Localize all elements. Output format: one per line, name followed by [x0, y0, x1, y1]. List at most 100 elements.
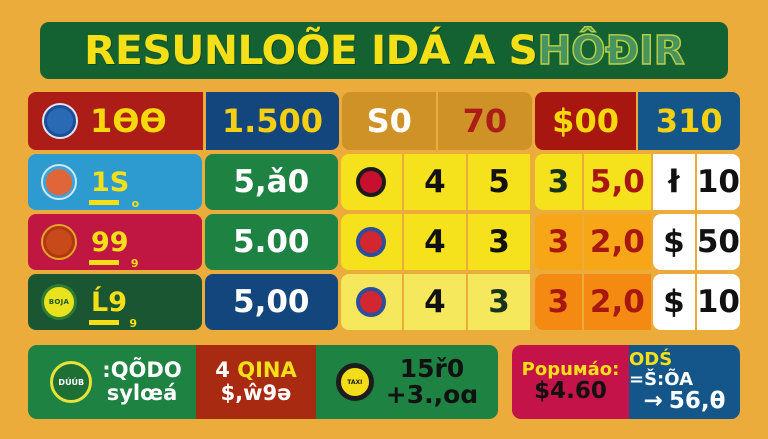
banner-title: RESUNLOÕE IDÁ A SHÔÐIR — [83, 27, 686, 74]
row-group-mid: 4 5 Š — [340, 154, 532, 210]
summary-seg5-text: ODŚ =Š:ÕA → 56,θ — [629, 350, 740, 414]
summary-seg2-line1: 4 QINA — [215, 358, 297, 383]
crest-circular-blue-icon — [41, 164, 77, 200]
banner-title-solid: RESUNLOÕE IDÁ A S — [83, 27, 538, 74]
summary-seg-populacao: Popuмáo: $4.60 — [512, 345, 629, 419]
header-cell-right-b: 310 — [638, 92, 741, 150]
row-mid-logo-cell — [340, 154, 402, 210]
summary-seg-sponsor: DÚÚВ :QÕDO sylœá — [28, 345, 196, 419]
underline-mark — [89, 199, 119, 205]
row-mid-logo-cell — [340, 214, 402, 270]
results-table: 1ϴϴ 1.500 S0 70 $00 310 1S o — [28, 92, 741, 330]
row-right-c: $ — [652, 214, 695, 270]
row-mid-a: 4 — [403, 154, 467, 210]
header-team-value: 1ϴϴ — [90, 102, 167, 140]
header-group-mid: S0 70 — [342, 92, 532, 150]
club-badge-icon — [356, 287, 387, 317]
header-banner: RESUNLOÕE IDÁ A SHÔÐIR — [40, 22, 728, 79]
row-group-score: 5,00 — [204, 274, 338, 330]
summary-seg-qina: 4 QINA $,ŵ9ə — [196, 345, 316, 419]
row-right-b: 5,0 — [583, 154, 651, 210]
row-team-sub: o — [131, 196, 140, 210]
header-group-team: 1ϴϴ — [28, 92, 203, 150]
header-cell-score: 1.500 — [205, 92, 340, 150]
crest-circular-red-icon — [41, 224, 77, 260]
table-row[interactable]: BOJA Ĺ99 5,00 4 3 9 3 2,0 $ 10 — [28, 274, 740, 330]
row-mid-b: 5 — [468, 154, 530, 210]
row-group-team: BOJA Ĺ9 9 — [28, 274, 202, 330]
summary-seg3-text: 15ř0 +3.,oɑ — [385, 355, 479, 409]
sponsor-crest-label: DÚÚВ — [58, 377, 85, 387]
row-right-c: $ — [652, 274, 695, 330]
row-mid-b: 3 — [468, 274, 530, 330]
row-team-number: Ĺ9 9 — [89, 286, 137, 330]
row-right-d: 50 — [696, 214, 740, 270]
summary-seg5-line2: → 56,θ — [643, 388, 726, 415]
row-group-mid: 4 3 ǧ — [340, 214, 532, 270]
crest-round-green-yellow-icon: BOJA — [41, 284, 77, 320]
row-group-team: 99 9 — [28, 214, 202, 270]
row-group-right: 3 2,0 $ 10 — [534, 274, 740, 330]
row-right-c: ł — [652, 154, 695, 210]
row-mid-a: 4 — [403, 274, 467, 330]
header-cell-mid-b: 70 — [438, 92, 532, 150]
row-mid-logo-cell — [340, 274, 402, 330]
row-group-right: 3 5,0 ł 10 — [534, 154, 740, 210]
summary-seg-ods: ODŚ =Š:ÕA → 56,θ — [629, 345, 740, 419]
row-mid-b: 3 — [468, 214, 530, 270]
row-right-a: 3 — [534, 274, 582, 330]
row-score-cell: 5.00 — [204, 214, 338, 270]
row-right-d: 10 — [696, 154, 740, 210]
row-mid-a: 4 — [403, 214, 467, 270]
row-score-cell: 5,ǎ0 — [204, 154, 338, 210]
crest-inner: BOJA — [46, 289, 72, 315]
row-group-score: 5,ǎ0 — [204, 154, 338, 210]
row-right-d: 10 — [696, 274, 740, 330]
club-badge-icon — [356, 167, 387, 197]
row-group-team: 1S o — [28, 154, 202, 210]
crest-shield-blue-icon — [42, 103, 78, 139]
underline-mark — [89, 319, 119, 325]
summary-seg4-line1: Popuмáo: — [521, 358, 620, 380]
row-team-number: 1S o — [89, 166, 140, 210]
row-group-mid: 4 3 9 — [340, 274, 532, 330]
header-group-right: $00 310 — [534, 92, 741, 150]
row-team-cell: 1S o — [28, 154, 202, 210]
underline-mark — [89, 259, 119, 265]
row-team-sub: 9 — [130, 256, 139, 270]
row-score-cell: 5,00 — [204, 274, 338, 330]
crest-inner — [47, 108, 73, 134]
summary-seg-taxi: TAXI 15ř0 +3.,oɑ — [316, 345, 498, 419]
table-row[interactable]: 1So 5,ǎ0 4 5 Š 3 5,0 ł 10 — [28, 154, 740, 210]
summary-seg1-line1: :QÕDO — [102, 358, 182, 383]
crest-inner — [46, 169, 72, 195]
summary-seg3-line2: +3.,oɑ — [385, 380, 479, 409]
row-right-b: 2,0 — [583, 214, 651, 270]
table-row[interactable]: 999 5.00 4 3 ǧ 3 2,0 $ 50 — [28, 214, 740, 270]
header-cell-mid-a: S0 — [342, 92, 437, 150]
summary-card-left: DÚÚВ :QÕDO sylœá 4 QINA $,ŵ9ə TAXI 15ř0 … — [28, 345, 498, 419]
crest-inner — [46, 229, 72, 255]
row-team-cell: 99 9 — [28, 214, 202, 270]
header-cell-team: 1ϴϴ — [28, 92, 203, 150]
row-team-cell: BOJA Ĺ9 9 — [28, 274, 202, 330]
summary-seg1-line2: sylœá — [106, 381, 178, 405]
row-group-score: 5.00 — [204, 214, 338, 270]
summary-seg4-text: Popuмáo: $4.60 — [522, 360, 620, 404]
club-badge-icon — [356, 227, 387, 257]
taxi-badge-label: TAXI — [347, 378, 363, 386]
row-team-number: 99 9 — [89, 226, 139, 270]
header-cell-right-a: $00 — [534, 92, 637, 150]
summary-seg4-line2: $4.60 — [534, 378, 607, 405]
summary-strip: DÚÚВ :QÕDO sylœá 4 QINA $,ŵ9ə TAXI 15ř0 … — [28, 345, 740, 419]
summary-seg5-line1: ODŚ =Š:ÕA — [629, 349, 693, 390]
summary-card-right: Popuмáo: $4.60 ODŚ =Š:ÕA → 56,θ — [512, 345, 740, 419]
summary-seg1-text: :QÕDO sylœá — [102, 359, 181, 404]
taxi-badge-icon: TAXI — [335, 363, 374, 401]
row-right-b: 2,0 — [583, 274, 651, 330]
table-header-row: 1ϴϴ 1.500 S0 70 $00 310 — [28, 92, 741, 150]
arrow-icon: → — [643, 388, 663, 415]
row-group-right: 3 2,0 $ 50 — [534, 214, 740, 270]
row-right-a: 3 — [534, 214, 582, 270]
